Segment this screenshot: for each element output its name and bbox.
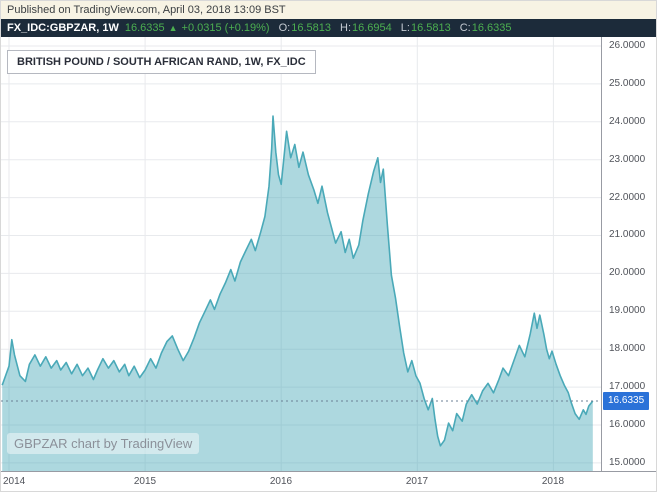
ohlc-high: H:16.6954	[340, 19, 392, 37]
price-tick-label: 23.0000	[609, 154, 646, 165]
time-tick-label: 2016	[269, 476, 293, 487]
published-link[interactable]: Published on TradingView.com, April 03, …	[7, 4, 286, 16]
high-value: 16.6954	[352, 22, 392, 34]
high-label: H:	[340, 22, 351, 34]
tradingview-watermark: GBPZAR chart by TradingView	[7, 433, 200, 454]
price-tick-label: 17.0000	[609, 381, 646, 392]
time-tick-label: 2017	[405, 476, 429, 487]
last-price: 16.6335	[124, 22, 165, 34]
close-value: 16.6335	[471, 22, 512, 34]
price-tick-label: 22.0000	[609, 192, 646, 203]
close-label: C:	[459, 22, 471, 34]
ohlc-close: C:16.6335	[460, 19, 512, 37]
published-bar: Published on TradingView.com, April 03, …	[1, 1, 656, 19]
open-label: O:	[278, 22, 291, 34]
symbol-name: FX_IDC:GBPZAR, 1W	[7, 22, 119, 34]
price-tick-label: 26.0000	[609, 40, 646, 51]
price-tick-label: 21.0000	[609, 229, 646, 240]
open-value: 16.5813	[291, 22, 331, 34]
price-tick-label: 18.0000	[609, 343, 646, 354]
last-price-label: 16.6335	[603, 392, 650, 410]
ohlc-open: O:16.5813	[279, 19, 331, 37]
low-value: 16.5813	[410, 22, 451, 34]
ohlc-low: L:16.5813	[401, 19, 451, 37]
area-chart[interactable]	[1, 37, 601, 471]
time-tick-label: 2014	[3, 476, 26, 487]
chart-title: BRITISH POUND / SOUTH AFRICAN RAND, 1W, …	[7, 50, 316, 74]
price-tick-label: 16.0000	[609, 419, 646, 430]
symbol-bar: FX_IDC:GBPZAR, 1W 16.6335 ▲ +0.0315 (+0.…	[1, 19, 656, 37]
price-tick-label: 25.0000	[609, 78, 646, 89]
time-tick-label: 2015	[133, 476, 157, 487]
price-axis[interactable]: 16.6335 26.0000 25.0000 24.0000 23.0000 22.0…	[601, 37, 656, 471]
price-tick-label: 20.0000	[609, 267, 646, 278]
price-change: +0.0315 (+0.19%)	[181, 22, 270, 34]
price-tick-label: 24.0000	[609, 116, 646, 127]
price-tick-label: 15.0000	[609, 457, 646, 468]
time-axis[interactable]: 2014 2015 2016 2017 2018	[1, 471, 656, 491]
up-arrow-icon: ▲	[168, 23, 178, 33]
time-tick-label: 2018	[541, 476, 565, 487]
price-tick-label: 19.0000	[609, 305, 646, 316]
low-label: L:	[400, 22, 410, 34]
chart-plot[interactable]: BRITISH POUND / SOUTH AFRICAN RAND, 1W, …	[1, 37, 601, 471]
